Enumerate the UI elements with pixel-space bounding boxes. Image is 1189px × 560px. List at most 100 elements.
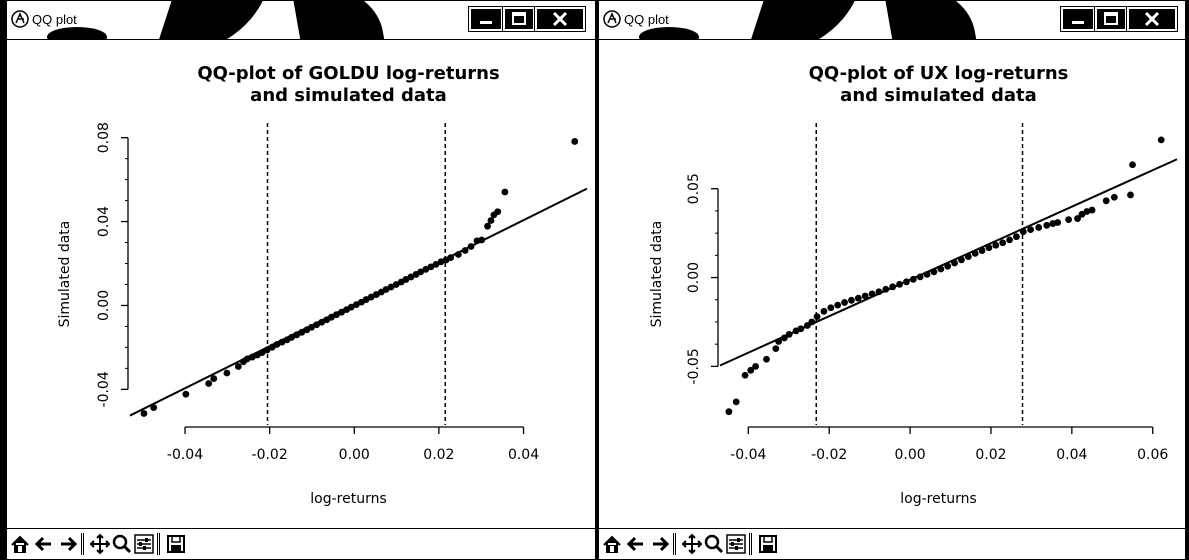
forward-arrow-icon[interactable] <box>649 533 671 555</box>
data-point <box>234 363 242 370</box>
data-point <box>392 281 400 288</box>
data-point <box>205 380 213 387</box>
data-point <box>352 301 360 309</box>
data-point <box>1088 206 1096 214</box>
data-point <box>841 299 848 306</box>
back-arrow-icon[interactable] <box>625 533 647 555</box>
app-icon <box>603 10 621 28</box>
data-point <box>454 251 462 258</box>
data-point <box>1035 224 1043 231</box>
toolbar-separator <box>749 533 752 555</box>
data-point <box>487 217 495 224</box>
data-point <box>971 249 979 257</box>
data-point <box>422 265 430 273</box>
data-point <box>362 296 370 303</box>
back-arrow-icon[interactable] <box>33 533 55 555</box>
data-point <box>478 236 486 244</box>
data-point <box>308 323 315 331</box>
pan-icon[interactable] <box>89 533 111 555</box>
data-point <box>882 285 890 293</box>
qq-plot-window-goldu: QQ plot QQ-plot of GOLDU log-returns and … <box>6 0 596 560</box>
y-axis-label: Simulated data <box>649 221 665 328</box>
data-point <box>461 247 469 254</box>
home-icon[interactable] <box>601 533 623 555</box>
forward-arrow-icon[interactable] <box>57 533 79 555</box>
data-point <box>752 362 759 370</box>
x-tick-label: 0.02 <box>975 447 1006 463</box>
data-point <box>1157 136 1165 144</box>
data-point <box>313 321 321 329</box>
chart-title: QQ-plot of UX log-returns <box>809 63 1069 84</box>
data-point <box>182 390 190 398</box>
chart-title: and simulated data <box>250 85 447 106</box>
toolbar-separator <box>673 533 676 555</box>
plot-toolbar <box>7 528 595 559</box>
data-point <box>732 398 740 406</box>
x-tick-label: -0.02 <box>811 447 847 463</box>
data-point <box>725 408 733 416</box>
data-point <box>951 259 958 267</box>
data-point <box>328 313 335 321</box>
toolbar-separator <box>157 533 160 555</box>
data-point <box>288 333 296 341</box>
data-point <box>1006 236 1013 244</box>
minimize-button[interactable] <box>469 7 503 31</box>
data-point <box>571 138 579 145</box>
data-point <box>827 304 835 312</box>
data-point <box>741 371 749 379</box>
home-icon[interactable] <box>9 533 31 555</box>
data-point <box>958 256 965 264</box>
data-point <box>1110 193 1118 201</box>
data-point <box>140 410 148 417</box>
y-tick-label: 0.08 <box>96 122 112 153</box>
x-tick-label: -0.04 <box>730 447 766 463</box>
data-point <box>367 293 375 301</box>
title-bar[interactable]: QQ plot <box>599 1 1185 40</box>
data-point <box>889 283 897 291</box>
minimize-button[interactable] <box>1061 7 1095 31</box>
data-point <box>494 208 502 216</box>
data-point <box>923 270 931 278</box>
maximize-button[interactable] <box>503 7 535 31</box>
save-icon[interactable] <box>757 533 779 555</box>
y-tick-label: 0.00 <box>686 262 702 293</box>
data-point <box>318 318 326 326</box>
data-point <box>861 292 869 300</box>
y-axis-label: Simulated data <box>57 221 73 328</box>
data-point <box>808 318 816 326</box>
maximize-button[interactable] <box>1095 7 1127 31</box>
data-point <box>780 334 788 342</box>
data-point <box>372 291 380 298</box>
data-point <box>930 268 938 276</box>
data-point <box>1127 191 1134 199</box>
data-point <box>1013 233 1020 241</box>
y-tick-label: -0.04 <box>96 371 112 407</box>
zoom-icon[interactable] <box>703 533 725 555</box>
data-point <box>785 331 793 338</box>
y-tick-label: -0.05 <box>686 348 702 384</box>
window-title: QQ plot <box>624 12 669 27</box>
toolbar-separator <box>81 533 84 555</box>
chart-title: and simulated data <box>840 85 1037 106</box>
close-button[interactable] <box>1127 7 1177 31</box>
close-button[interactable] <box>535 7 585 31</box>
background-shape <box>747 1 859 39</box>
configure-subplots-icon[interactable] <box>133 533 155 555</box>
title-bar[interactable]: QQ plot <box>7 1 595 40</box>
data-point <box>293 331 301 339</box>
save-icon[interactable] <box>165 533 187 555</box>
app-icon <box>11 10 29 28</box>
data-point <box>903 278 910 286</box>
pan-icon[interactable] <box>681 533 703 555</box>
data-point <box>834 301 842 309</box>
x-tick-label: 0.02 <box>423 447 454 463</box>
configure-subplots-icon[interactable] <box>725 533 747 555</box>
data-point <box>985 244 993 252</box>
data-point <box>813 313 821 321</box>
data-point <box>1129 161 1136 169</box>
data-point <box>407 273 415 281</box>
zoom-icon[interactable] <box>111 533 133 555</box>
x-tick-label: 0.00 <box>339 447 370 463</box>
data-point <box>909 275 917 283</box>
